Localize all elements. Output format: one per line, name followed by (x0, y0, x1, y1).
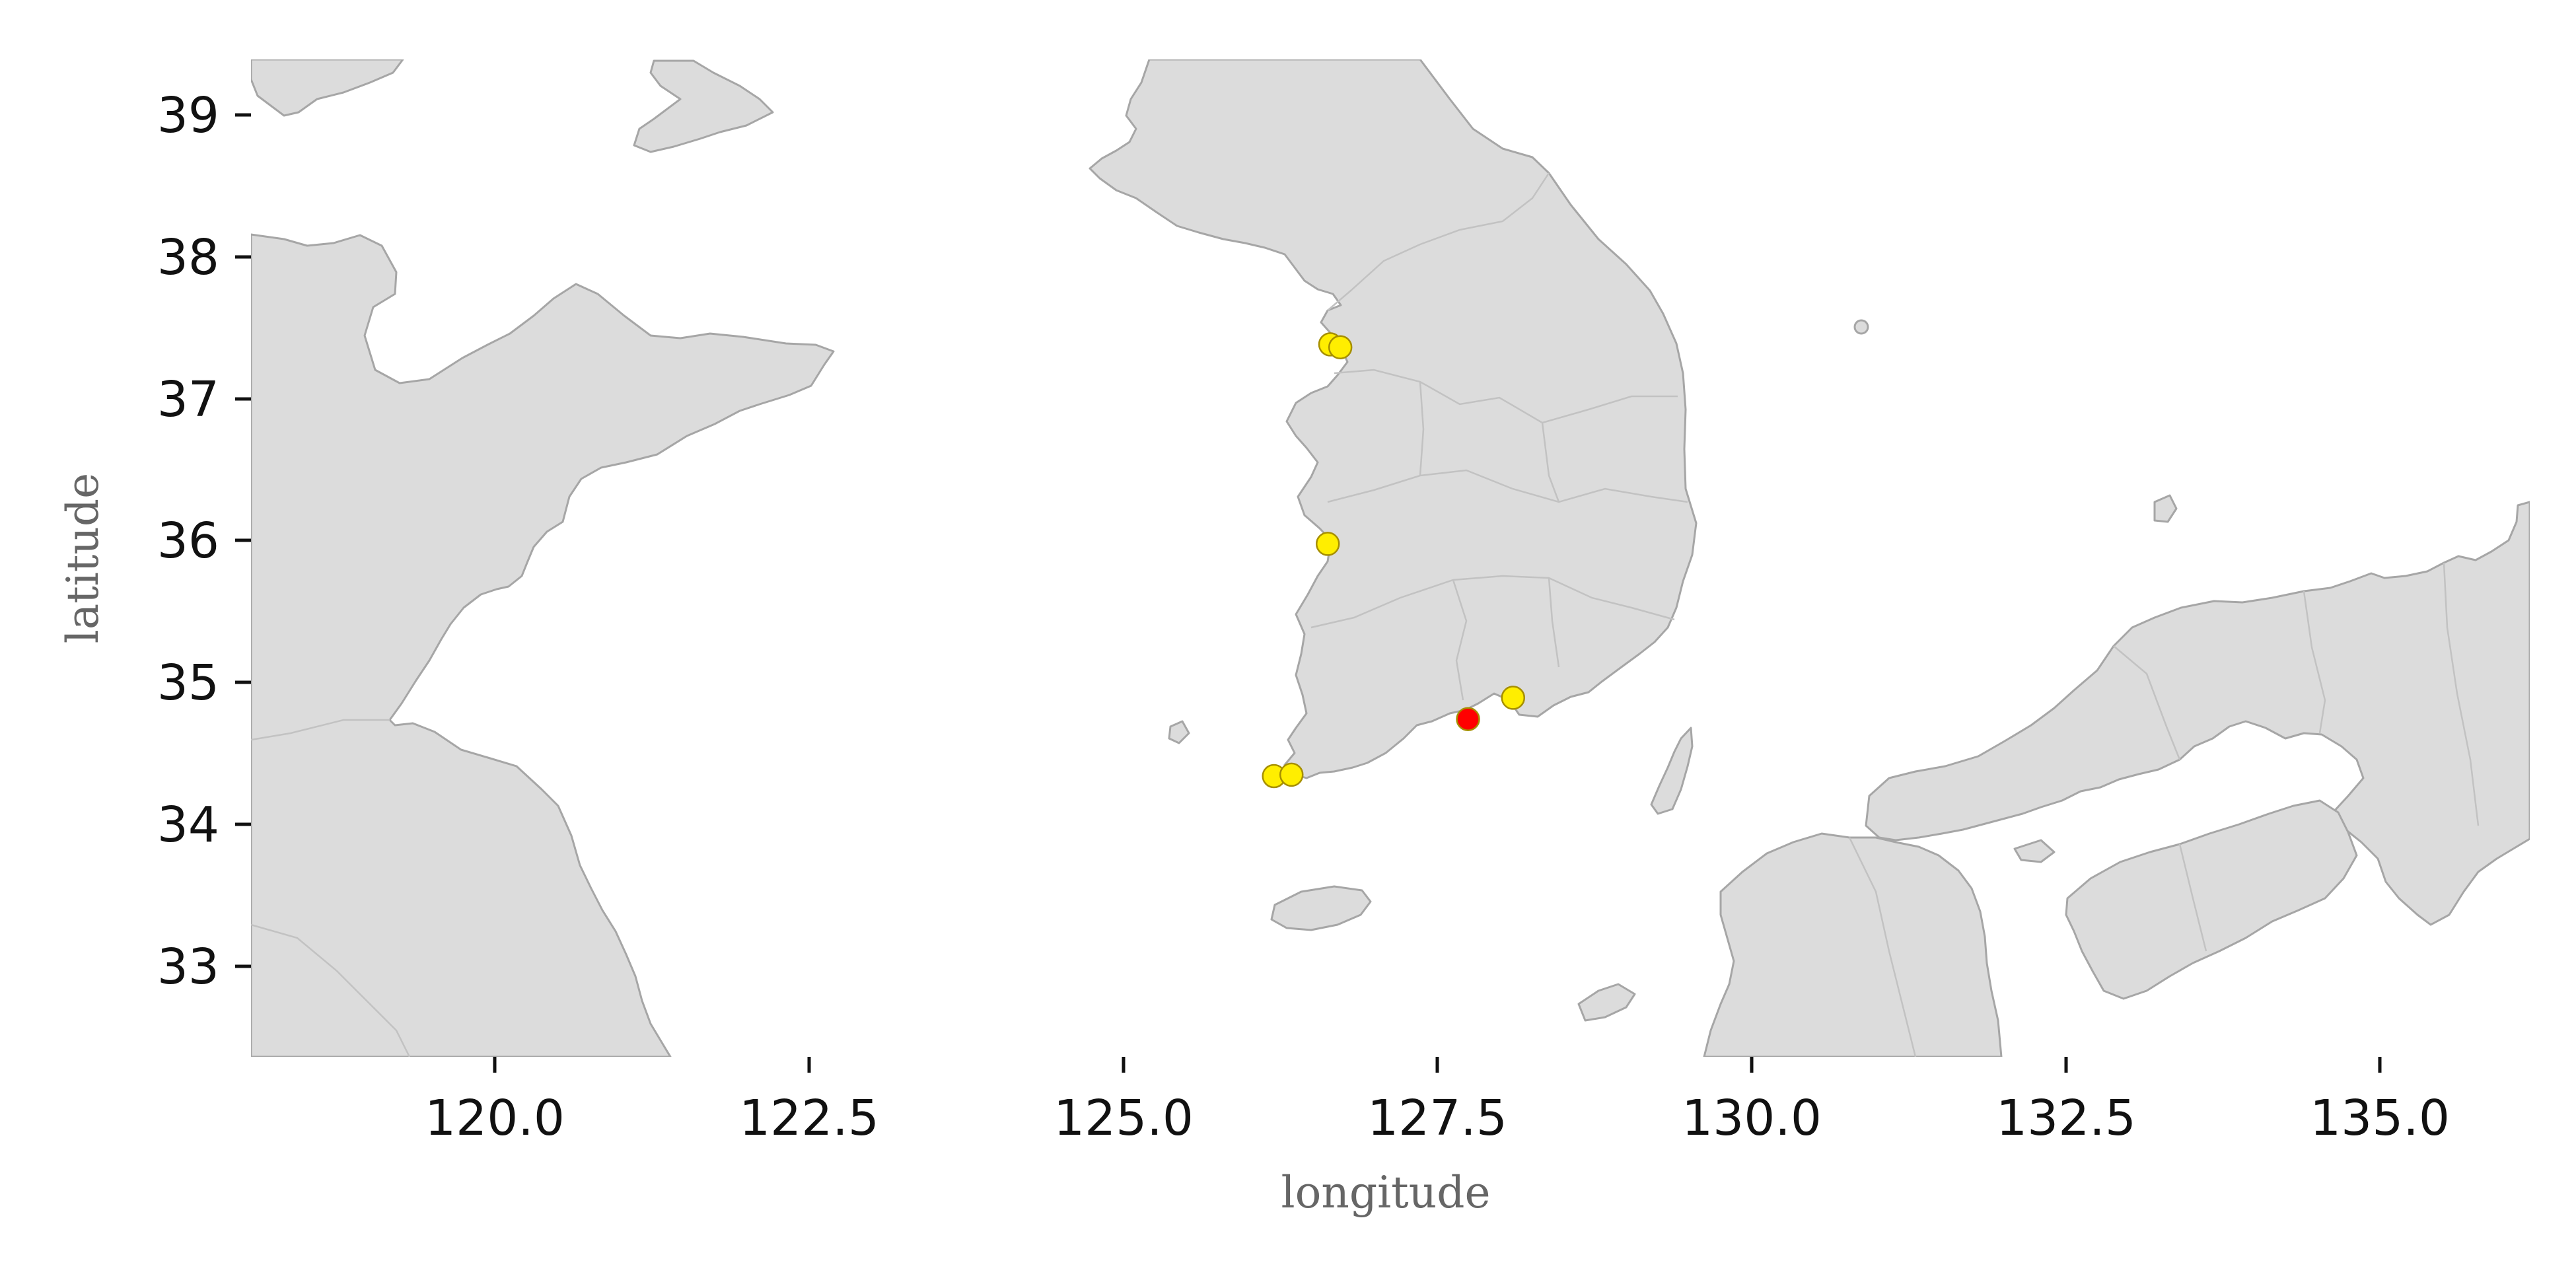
ulleung-island (1853, 319, 1869, 335)
x-tick-label: 122.5 (739, 1090, 879, 1147)
points-layer (1262, 332, 1526, 789)
liaodong-tip (251, 59, 404, 117)
y-tick-label: 35 (157, 655, 219, 711)
shikoku-landmass (2065, 799, 2358, 1000)
y-tick-label: 37 (157, 371, 219, 428)
china-landmass (251, 233, 835, 1057)
x-tick-label: 127.5 (1367, 1090, 1507, 1147)
data-point (1501, 686, 1526, 710)
x-tick-label: 132.5 (1996, 1090, 2136, 1147)
oki-island (2153, 494, 2178, 523)
data-point (1328, 335, 1353, 359)
x-tick-label: 135.0 (2310, 1090, 2450, 1147)
y-axis-label: latitude (57, 473, 108, 643)
y-tick-label: 36 (157, 513, 219, 569)
korea-landmass (1089, 59, 1698, 779)
goto-islands (1577, 983, 1636, 1022)
kyushu-landmass (1703, 832, 2003, 1057)
jeju-island (1270, 885, 1372, 931)
x-tick-label: 125.0 (1054, 1090, 1194, 1147)
y-tick-label: 38 (157, 229, 219, 286)
x-axis-label: longitude (1281, 1167, 1490, 1218)
map-area (251, 59, 2530, 1057)
x-tick-label: 130.0 (1682, 1090, 1822, 1147)
y-tick-label: 33 (157, 939, 219, 995)
admin-boundaries (251, 172, 2480, 1057)
x-axis: 120.0 122.5 125.0 127.5 130.0 132.5 135.… (425, 1057, 2450, 1147)
y-axis: 33 34 35 36 37 38 39 (157, 87, 251, 995)
island-a (633, 59, 774, 153)
small-korea-island (1168, 720, 1190, 744)
tsushima-island (1650, 727, 1694, 815)
y-tick-label: 39 (157, 87, 219, 144)
honshu-landmass (1865, 501, 2530, 926)
data-point (1315, 532, 1340, 556)
x-tick-label: 120.0 (425, 1090, 565, 1147)
data-point (1279, 762, 1304, 787)
inland-sea-island (2013, 839, 2056, 863)
data-point (1456, 707, 1480, 732)
y-tick-label: 34 (157, 797, 219, 853)
